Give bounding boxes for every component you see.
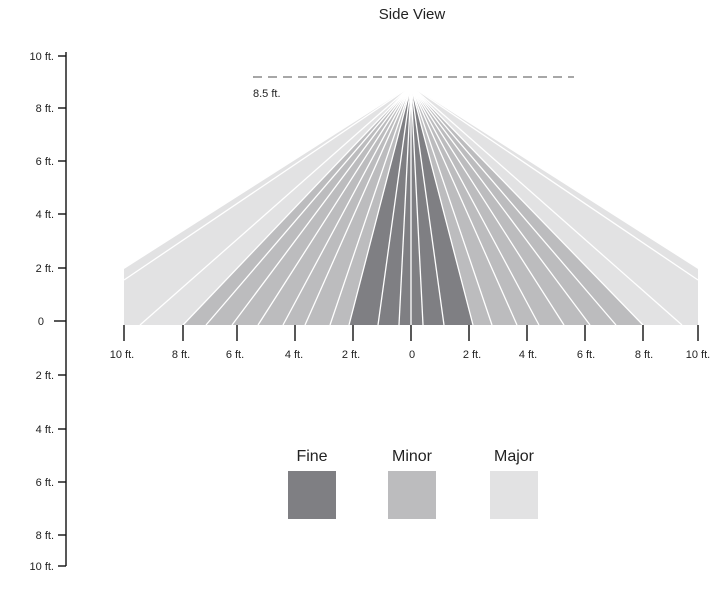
horizontal-scale-label: 10 ft. (686, 349, 710, 361)
horizontal-scale-label: 10 ft. (110, 349, 134, 361)
detection-beam-line (348, 85, 412, 326)
vertical-scale-label: 4 ft. (36, 209, 54, 221)
horizontal-scale: 10 ft. 8 ft. 6 ft. 4 ft. 2 ft. 0 2 ft. 4 ft. 6 f… (110, 325, 710, 361)
detection-beam-line (205, 85, 412, 326)
detection-beam-line (282, 85, 412, 326)
vertical-scale-label: 2 ft. (36, 263, 54, 275)
horizontal-scale-label: 8 ft. (635, 349, 653, 361)
diagram-title: Side View (379, 6, 446, 23)
detection-beam-line (231, 85, 412, 326)
vertical-scale-label: 8 ft. (36, 103, 54, 115)
detection-beam-line (410, 85, 699, 281)
horizontal-scale-label: 2 ft. (342, 349, 360, 361)
legend-swatch-minor (388, 471, 436, 519)
vertical-scale-label: 6 ft. (36, 156, 54, 168)
detection-beam-line (377, 85, 412, 326)
detection-beam-line (410, 85, 424, 326)
legend-swatch-fine (288, 471, 336, 519)
detection-beam-line (398, 85, 412, 326)
mounting-height-marker: 8.5 ft. (253, 76, 574, 100)
detection-beam-line (123, 85, 412, 281)
vertical-scale-label: 8 ft. (36, 530, 54, 542)
legend-label-minor: Minor (392, 448, 433, 465)
detection-beam-line (410, 85, 540, 326)
legend-label-major: Major (494, 448, 535, 465)
vertical-scale-label: 10 ft. (30, 51, 54, 63)
vertical-scale-label: 10 ft. (30, 561, 54, 573)
vertical-scale-label: 2 ft. (36, 370, 54, 382)
detection-beam-line (410, 85, 644, 326)
vertical-scale-label: 0 (38, 316, 44, 328)
vertical-scale-label: 4 ft. (36, 424, 54, 436)
horizontal-scale-label: 0 (409, 349, 415, 361)
vertical-scale-label: 6 ft. (36, 477, 54, 489)
detection-beam-line (410, 85, 591, 326)
legend-swatch-major (490, 471, 538, 519)
vertical-scale: 10 ft. 8 ft. 6 ft. 4 ft. 2 ft. 0 2 ft. 4 ft. 6 f… (30, 51, 67, 573)
detection-beam-line (410, 85, 493, 326)
horizontal-scale-label: 4 ft. (285, 349, 303, 361)
detection-beam-line (139, 85, 412, 326)
detection-beam-line (410, 85, 518, 326)
horizontal-scale-label: 6 ft. (577, 349, 595, 361)
horizontal-scale-label: 4 ft. (519, 349, 537, 361)
detection-beam-line (410, 85, 474, 326)
legend: Fine Minor Major (288, 448, 538, 519)
detection-beam-line (410, 85, 683, 326)
horizontal-scale-label: 8 ft. (172, 349, 190, 361)
detection-beam-line (329, 85, 412, 326)
horizontal-scale-label: 2 ft. (463, 349, 481, 361)
detection-beam-line (410, 85, 565, 326)
detection-beam-line (257, 85, 412, 326)
mounting-height-label: 8.5 ft. (253, 88, 281, 100)
coverage-fan (123, 85, 699, 326)
detection-beam-line (410, 85, 445, 326)
detection-beam-line (182, 85, 412, 326)
detection-beam-line (304, 85, 412, 326)
horizontal-scale-label: 6 ft. (226, 349, 244, 361)
legend-label-fine: Fine (296, 448, 327, 465)
detection-beam-line (410, 85, 617, 326)
